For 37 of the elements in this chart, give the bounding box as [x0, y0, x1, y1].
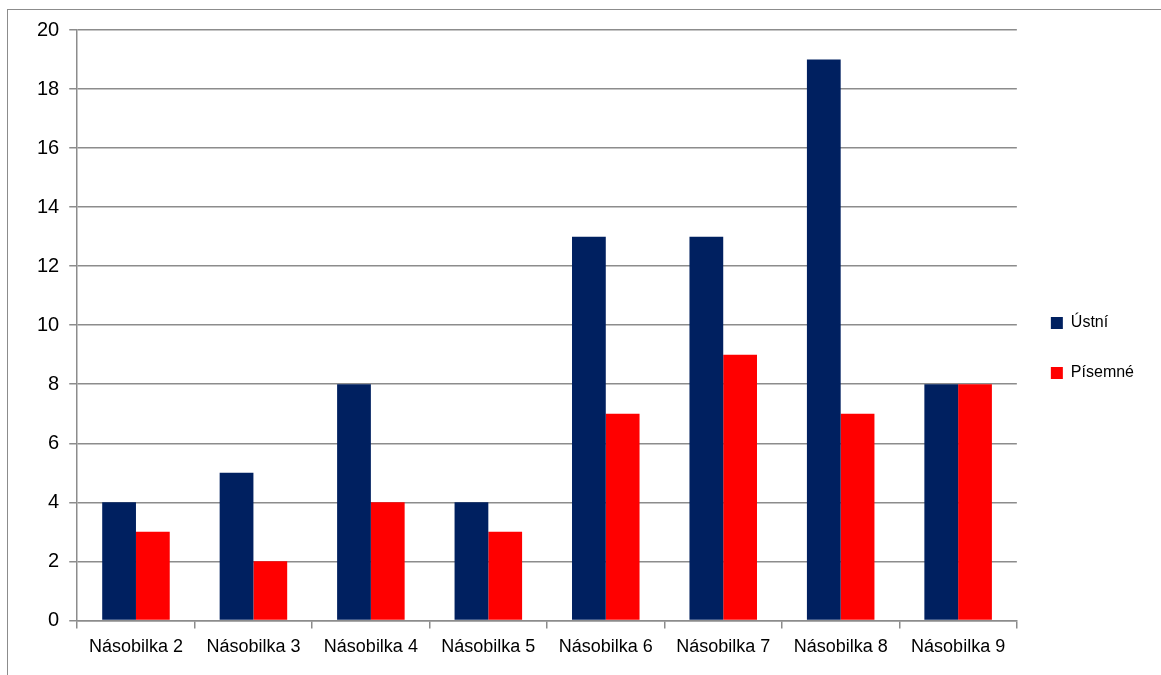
legend-label: Ústní — [1070, 312, 1109, 331]
y-tick-label: 18 — [37, 76, 60, 99]
bar — [689, 236, 724, 620]
bar — [337, 384, 371, 620]
bar — [253, 561, 288, 620]
x-tick-label: Násobilka 4 — [323, 636, 418, 657]
y-tick-label: 20 — [37, 17, 60, 40]
y-tick-label: 8 — [48, 371, 60, 394]
x-tick-label: Násobilka 9 — [911, 636, 1006, 657]
x-tick-label: Násobilka 8 — [793, 636, 888, 657]
legend-label: Písemné — [1070, 363, 1135, 381]
bar — [924, 384, 959, 620]
y-tick-label: 4 — [48, 489, 60, 512]
y-tick-label: 12 — [37, 253, 60, 276]
bar — [370, 502, 405, 620]
x-tick-label: Násobilka 7 — [676, 636, 771, 657]
bar — [605, 413, 640, 620]
x-tick-label: Násobilka 2 — [88, 636, 183, 657]
x-tick-label: Násobilka 3 — [206, 636, 301, 657]
x-tick-label: Násobilka 6 — [558, 636, 653, 657]
y-tick-label: 6 — [48, 430, 60, 453]
y-tick-label: 2 — [48, 548, 60, 571]
y-tick-label: 16 — [37, 135, 60, 158]
bar — [454, 502, 489, 620]
bar — [135, 531, 170, 620]
x-tick-label: Násobilka 5 — [441, 636, 536, 657]
bar — [806, 59, 841, 620]
bar — [572, 236, 606, 620]
bar — [958, 384, 992, 620]
bar — [840, 413, 875, 620]
bar — [723, 354, 757, 620]
bar — [488, 531, 523, 620]
y-tick-label: 14 — [37, 194, 60, 217]
bar — [219, 472, 254, 620]
y-tick-label: 0 — [48, 607, 60, 630]
bar — [102, 502, 136, 620]
y-tick-label: 10 — [37, 312, 60, 335]
